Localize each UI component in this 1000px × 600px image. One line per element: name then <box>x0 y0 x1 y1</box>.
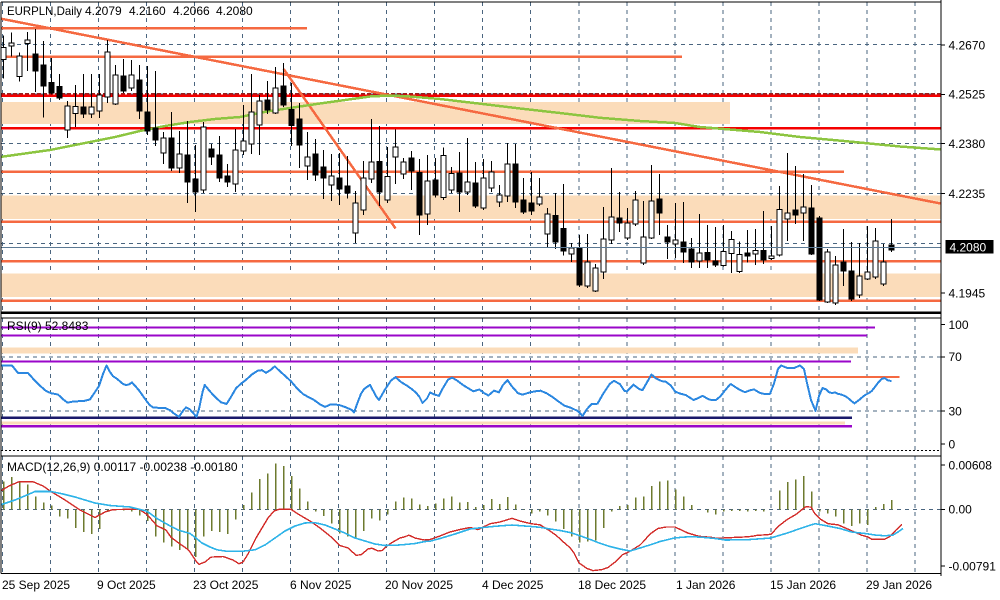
svg-text:1 Jan 2026: 1 Jan 2026 <box>676 578 736 592</box>
svg-text:0.00: 0.00 <box>949 503 973 517</box>
svg-text:4.2670: 4.2670 <box>949 38 986 52</box>
svg-text:MACD(12,26,9) 0.00117 -0.00238: MACD(12,26,9) 0.00117 -0.00238 -0.00180 <box>7 460 238 474</box>
svg-text:4.2080: 4.2080 <box>216 4 253 18</box>
svg-text:4.2160: 4.2160 <box>129 4 166 18</box>
svg-text:4.2066: 4.2066 <box>173 4 210 18</box>
svg-text:4 Dec 2025: 4 Dec 2025 <box>482 578 544 592</box>
svg-text:4.2080: 4.2080 <box>950 240 987 254</box>
svg-text:25 Sep 2025: 25 Sep 2025 <box>2 578 70 592</box>
svg-text:EURPLN,Daily: EURPLN,Daily <box>7 4 82 18</box>
svg-text:4.2380: 4.2380 <box>949 137 986 151</box>
svg-text:4.2079: 4.2079 <box>85 4 122 18</box>
svg-text:29 Jan 2026: 29 Jan 2026 <box>866 578 932 592</box>
svg-text:30: 30 <box>949 405 963 419</box>
svg-text:0: 0 <box>949 437 956 451</box>
svg-text:RSI(9) 52.8483: RSI(9) 52.8483 <box>7 319 89 333</box>
svg-text:15 Jan 2026: 15 Jan 2026 <box>770 578 836 592</box>
svg-text:20 Nov 2025: 20 Nov 2025 <box>385 578 453 592</box>
svg-text:0.00608: 0.00608 <box>949 458 993 472</box>
svg-text:70: 70 <box>949 350 963 364</box>
svg-text:100: 100 <box>949 318 969 332</box>
svg-text:6 Nov 2025: 6 Nov 2025 <box>290 578 352 592</box>
svg-text:18 Dec 2025: 18 Dec 2025 <box>578 578 646 592</box>
svg-text:23 Oct 2025: 23 Oct 2025 <box>193 578 259 592</box>
svg-text:4.1945: 4.1945 <box>949 286 986 300</box>
svg-text:-0.00791: -0.00791 <box>949 559 997 573</box>
svg-text:4.2525: 4.2525 <box>949 88 986 102</box>
svg-text:9 Oct 2025: 9 Oct 2025 <box>97 578 156 592</box>
svg-text:4.2235: 4.2235 <box>949 187 986 201</box>
